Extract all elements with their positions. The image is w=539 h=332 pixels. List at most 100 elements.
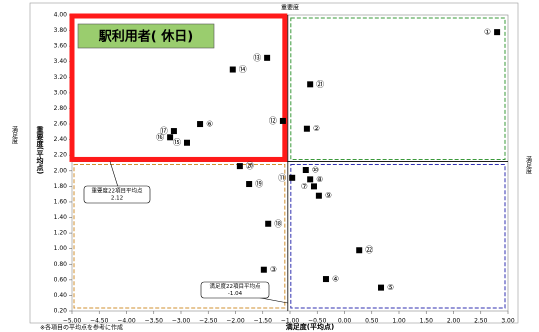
y-tick-label: 1.40 xyxy=(54,214,68,221)
point xyxy=(378,284,385,291)
point xyxy=(315,192,322,199)
point xyxy=(183,139,190,146)
y-tick-label: 2.60 xyxy=(54,121,68,128)
point xyxy=(289,174,296,181)
y-tick-label: 2.80 xyxy=(54,105,68,112)
quadrant-bottom-right xyxy=(290,163,506,309)
chart-frame xyxy=(29,2,519,324)
point xyxy=(264,54,271,61)
x-tick-label: 1.50 xyxy=(420,318,434,325)
point xyxy=(310,183,317,190)
point xyxy=(302,167,309,174)
x-tick-label: 2.00 xyxy=(447,318,461,325)
point xyxy=(236,163,243,170)
y-tick-label: 0.80 xyxy=(54,261,68,268)
quadrant-top-left xyxy=(69,13,288,162)
point-label: ⑥ xyxy=(206,120,213,129)
point-label: ⑩ xyxy=(312,166,319,175)
chart-title: 駅利用者( 休日) xyxy=(98,29,193,45)
point-label: ⑬ xyxy=(253,53,261,62)
x-tick-label: 0.50 xyxy=(365,318,379,325)
y-tick-label: 3.80 xyxy=(54,27,68,34)
point xyxy=(322,276,329,283)
point xyxy=(170,128,177,135)
point-label: ⑦ xyxy=(301,182,308,191)
point-label: ④ xyxy=(332,275,339,284)
point-label: ⑳ xyxy=(246,162,254,171)
point xyxy=(197,121,204,128)
y-tick-label: 2.20 xyxy=(54,152,68,159)
x-tick-label: −1.00 xyxy=(281,318,300,325)
callout-text: 重要度22項目平均点 xyxy=(92,187,143,195)
y-tick-label: 1.80 xyxy=(54,183,68,190)
x-tick-label: −2.00 xyxy=(226,318,245,325)
y-tick-label: 3.40 xyxy=(54,58,68,65)
y-tick-label: 2.40 xyxy=(54,136,68,143)
quadrant-bottom-left xyxy=(73,163,286,309)
point xyxy=(265,220,272,227)
point-label: ㉑ xyxy=(316,80,324,89)
x-tick-label: −5.00 xyxy=(63,318,82,325)
point-label: ① xyxy=(484,28,491,37)
x-tick-label: −3.50 xyxy=(145,318,164,325)
x-axis-label: 満足度(平均点) xyxy=(286,322,334,331)
point-label: ⑪ xyxy=(278,173,286,182)
point xyxy=(260,266,267,273)
point-label: ⑯ xyxy=(156,133,164,142)
x-tick-label: 2.50 xyxy=(474,318,488,325)
x-tick-label: −4.50 xyxy=(90,318,109,325)
x-tick-label: −2.50 xyxy=(199,318,218,325)
point-label: ② xyxy=(313,124,320,133)
point xyxy=(494,29,501,36)
title-box xyxy=(77,23,215,49)
point-label: ③ xyxy=(270,265,277,274)
point xyxy=(307,176,314,183)
callout-box xyxy=(83,185,151,204)
point-label: ⑤ xyxy=(387,283,394,292)
quadrant-top-right xyxy=(290,17,506,160)
y-tick-label: 1.60 xyxy=(54,198,68,205)
left-label: 満足度 xyxy=(11,125,18,145)
point-label: ⑭ xyxy=(239,65,247,74)
point xyxy=(246,181,253,188)
point-label: ⑨ xyxy=(325,191,332,200)
y-tick-label: 0.40 xyxy=(54,292,68,299)
point xyxy=(229,66,236,73)
point-label: ⑰ xyxy=(160,127,168,136)
x-tick-label: −4.00 xyxy=(117,318,136,325)
plot-area xyxy=(71,14,509,312)
y-tick-label: 1.20 xyxy=(54,230,68,237)
callout-text: 満足度22項目平均点 xyxy=(210,282,261,290)
point xyxy=(279,117,286,124)
point-label: ⑧ xyxy=(316,175,323,184)
y-tick-label: 3.00 xyxy=(54,89,68,96)
point xyxy=(303,125,310,132)
y-tick-label: 4.00 xyxy=(54,12,68,19)
callout-value: -1.04 xyxy=(228,291,243,297)
y-tick-label: 1.00 xyxy=(54,245,68,252)
y-axis-label: 重要度(平均点) xyxy=(36,125,45,174)
point-label: ⑫ xyxy=(269,116,277,125)
callout-box xyxy=(200,281,270,299)
x-tick-label: −3.00 xyxy=(172,318,191,325)
x-tick-label: 1.00 xyxy=(392,318,406,325)
top-label: 重要度 xyxy=(281,4,299,12)
point-label: ⑲ xyxy=(255,180,263,189)
point xyxy=(167,134,174,141)
y-tick-label: 3.60 xyxy=(54,43,68,50)
right-label: 満足度 xyxy=(525,155,532,175)
callout-pointer xyxy=(109,161,119,188)
x-tick-label: 0.00 xyxy=(338,318,352,325)
callout-value: 2.12 xyxy=(111,196,123,202)
x-tick-label: −0.50 xyxy=(308,318,327,325)
point xyxy=(307,81,314,88)
y-tick-label: 3.20 xyxy=(54,74,68,81)
point-label: ⑮ xyxy=(173,138,181,147)
point-label: ⑱ xyxy=(274,219,282,228)
x-tick-label: 3.00 xyxy=(501,318,515,325)
y-tick-label: 2.00 xyxy=(54,167,68,174)
point xyxy=(356,247,363,254)
x-tick-label: −1.50 xyxy=(254,318,273,325)
y-tick-label: 0.20 xyxy=(54,308,68,315)
